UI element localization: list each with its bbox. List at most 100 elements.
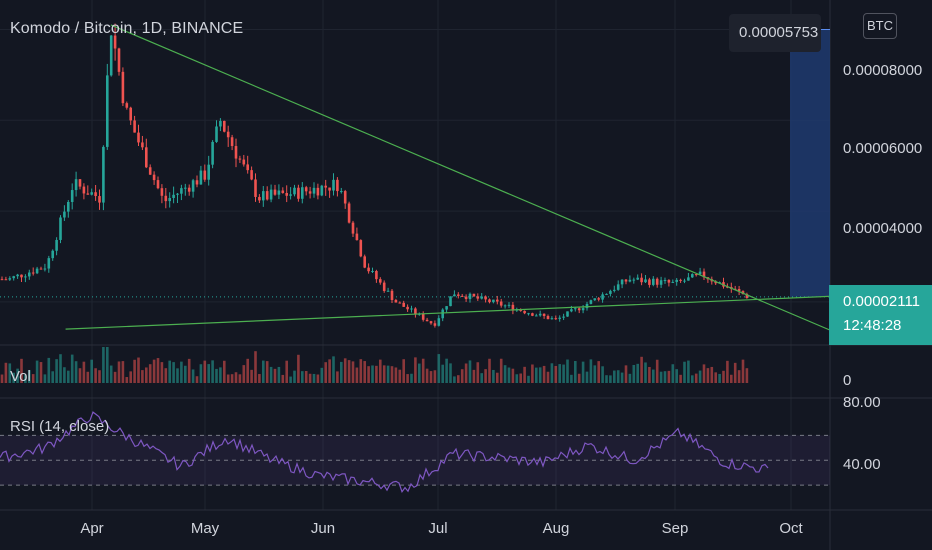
volume-bar [242,365,246,383]
candle-body [441,309,444,319]
candle-body [492,299,495,303]
price-axis-label: 0.00006000 [843,140,923,157]
volume-bar [496,372,499,383]
volume-bar [265,361,269,383]
candle-body [226,131,230,138]
candle-body [51,250,54,259]
candle-body [12,276,15,279]
candle-body [106,75,109,147]
candle-body [597,298,600,300]
candle-body [312,187,316,194]
volume-bar [562,364,565,383]
candle-body [172,194,175,199]
candle-body [538,313,542,316]
volume-bar [316,374,320,383]
candle-body [28,272,31,277]
last-price: 0.00002111 [843,293,921,310]
volume-bar [710,366,714,383]
candle-body [663,279,667,281]
volume-bar [281,374,285,383]
candle-body [4,279,8,281]
candle-body [363,256,366,268]
volume-bar [535,367,538,383]
candle-body [273,189,277,195]
time-axis-label: Sep [661,520,689,537]
volume-bar [90,359,93,383]
volume-bar [148,364,152,383]
candle-body [499,301,503,306]
volume-bar [203,360,207,383]
volume-bar [394,367,398,383]
volume-bars [0,347,749,383]
candle-body [304,187,308,192]
candle-body [554,318,558,320]
volume-bar [289,376,292,383]
candle-body [0,279,4,281]
volume-bar [511,368,515,383]
candle-body [148,167,152,175]
candle-body [655,278,659,285]
candle-body [632,279,636,281]
time-axis-label: Oct [779,520,803,537]
candle-body [137,132,140,143]
candle-body [293,187,296,195]
volume-bar [226,374,230,383]
candle-body [605,293,608,295]
candle-body [535,315,538,317]
candle-body [714,281,717,284]
candle-body [394,299,398,303]
candle-body [265,191,269,200]
volume-bar [297,354,300,383]
candle-body [613,289,616,291]
volume-bar [640,356,643,383]
volume-bar [644,362,647,383]
volume-bar [691,375,694,383]
candle-body [336,179,339,192]
currency-button[interactable]: BTC [863,13,897,39]
volume-bar [24,374,27,383]
volume-bar [125,377,129,383]
volume-bar [304,370,308,383]
candle-body [320,185,324,196]
trendline [65,295,847,330]
volume-bar [698,370,702,383]
volume-bar [733,362,737,383]
candle-body [301,187,304,199]
volume-bar [246,358,249,383]
rsi-axis-label: 80.00 [843,394,881,411]
volume-bar [433,370,437,383]
volume-axis-zero: 0 [843,372,852,389]
volume-bar [398,369,402,383]
volume-bar [492,369,495,383]
volume-bar [35,360,39,383]
candle-body [488,299,491,303]
candle-body [542,313,546,316]
candle-body [316,187,320,196]
candle-body [581,308,585,311]
time-axis-label: Jun [310,520,336,537]
candle-body [289,194,292,196]
volume-bar [277,366,281,383]
candle-body [593,298,597,301]
candle-body [531,313,534,316]
volume-bar [94,368,97,383]
volume-bar [577,373,581,383]
volume-bar [421,358,425,383]
candle-body [367,267,370,272]
volume-bar [355,367,359,383]
candle-body [402,302,405,307]
volume-bar [589,359,593,383]
candle-body [359,240,363,257]
candle-body [429,321,433,324]
volume-bar [359,359,363,383]
volume-bar [184,365,187,383]
candle-body [616,284,620,290]
volume-bar [43,374,47,383]
candle-body [694,274,698,276]
volume-bar [74,361,78,383]
candle-body [285,193,288,196]
candle-body [90,192,93,195]
trendlines[interactable] [65,24,847,338]
candle-body [35,268,39,274]
